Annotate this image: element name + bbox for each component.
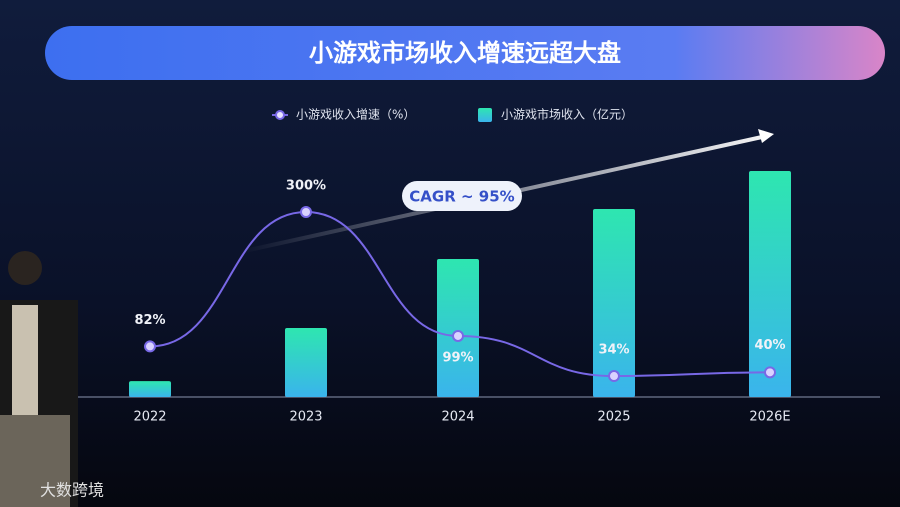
bar — [593, 208, 635, 397]
legend-marker — [275, 110, 285, 120]
legend-label: 小游戏市场收入（亿元） — [501, 107, 633, 122]
data-label: 99% — [442, 350, 473, 365]
x-tick-label: 2025 — [597, 410, 630, 425]
line-marker — [608, 370, 620, 383]
data-label: 300% — [286, 179, 326, 194]
x-tick-label: 2024 — [441, 410, 474, 425]
line-marker — [764, 366, 776, 379]
x-tick-label: 2023 — [289, 410, 322, 425]
bar — [129, 381, 171, 397]
legend-label: 小游戏收入增速（%） — [296, 108, 415, 122]
data-label: 34% — [598, 343, 629, 358]
line-marker — [144, 340, 156, 353]
legend-swatch — [478, 108, 492, 122]
x-tick-label: 2022 — [133, 410, 166, 425]
x-tick-label: 2026E — [749, 410, 790, 425]
bar — [437, 258, 479, 397]
line-marker — [300, 206, 312, 218]
title-banner — [45, 26, 885, 80]
data-label: 82% — [134, 313, 165, 328]
presenter — [0, 251, 78, 507]
chart-title: 小游戏市场收入增速远超大盘 — [309, 39, 621, 67]
data-label: 40% — [754, 338, 785, 353]
watermark: 大数跨境 — [40, 481, 104, 500]
line — [149, 210, 771, 378]
bar — [285, 327, 327, 397]
trend-arrow-head — [758, 129, 774, 143]
annotation-pill — [402, 181, 522, 211]
bar — [749, 171, 791, 397]
line-marker — [452, 329, 464, 342]
annotation: CAGR ~ 95% — [409, 188, 514, 206]
